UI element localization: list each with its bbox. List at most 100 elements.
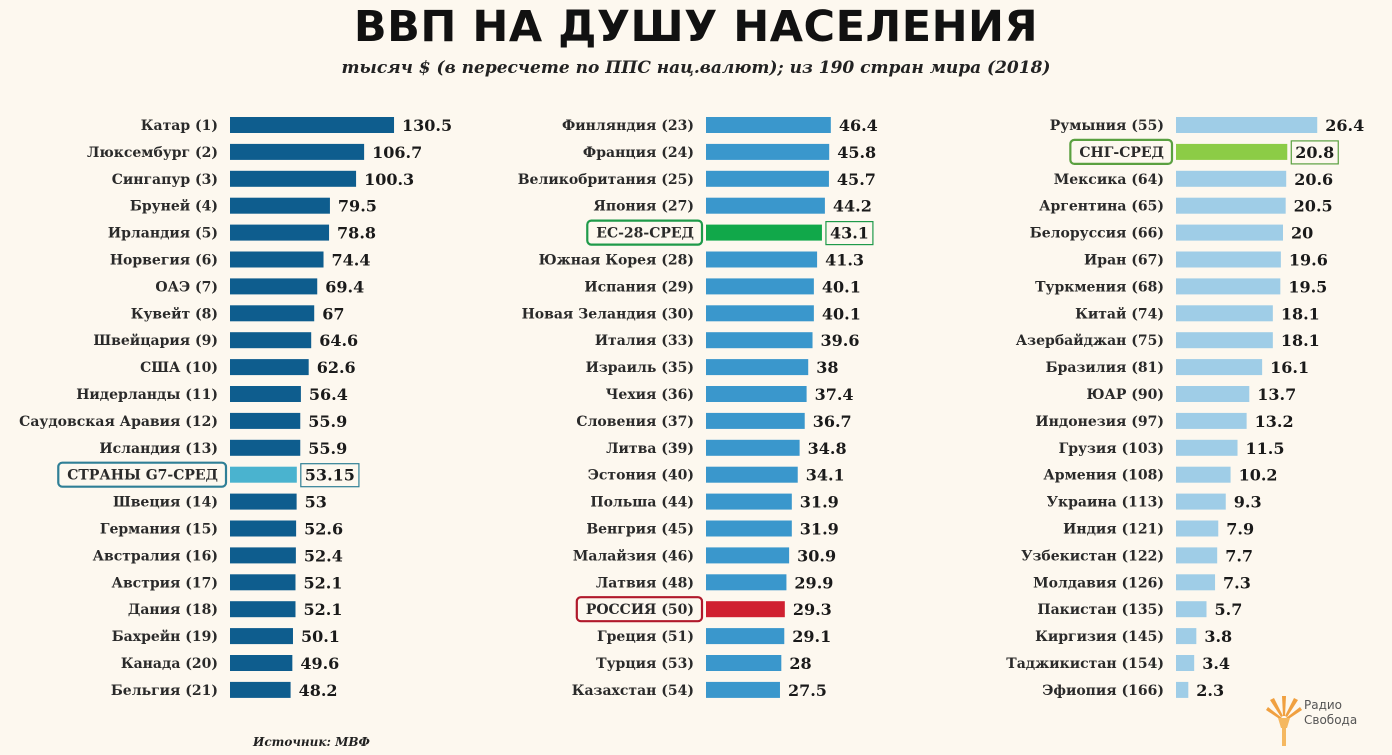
- bar: [1176, 251, 1281, 268]
- bar-label: Иран (67): [1084, 253, 1164, 269]
- value-label: 50.1: [301, 627, 340, 646]
- bar-label: Турция (53): [596, 656, 694, 672]
- highlight-value-frame: [300, 463, 360, 488]
- bar: [706, 117, 831, 133]
- value-label: 74.4: [332, 251, 371, 270]
- bar: [706, 386, 807, 402]
- bar: [230, 439, 301, 456]
- value-label: 20.8: [1295, 143, 1334, 162]
- value-label: 48.2: [299, 681, 338, 700]
- value-label: 52.1: [303, 600, 342, 619]
- bar: [1176, 493, 1226, 510]
- value-label: 31.9: [800, 520, 839, 539]
- bar-label: Литва (39): [606, 441, 694, 457]
- bar: [706, 628, 785, 645]
- bar: [230, 224, 330, 241]
- value-label: 34.1: [806, 466, 845, 485]
- bar-label: Малайзия (46): [573, 547, 694, 564]
- bar: [230, 574, 296, 591]
- bar-label: Кувейт (8): [131, 305, 218, 322]
- bar: [230, 170, 357, 187]
- value-label: 41.3: [825, 251, 864, 270]
- bar: [1176, 278, 1281, 295]
- value-label: 130.5: [402, 116, 452, 135]
- value-label: 7.7: [1225, 546, 1253, 565]
- bar-label: РОССИЯ (50): [586, 602, 694, 618]
- bar-label: Армения (108): [1043, 468, 1164, 484]
- value-label: 19.5: [1288, 277, 1327, 296]
- bar: [706, 224, 822, 241]
- value-label: 79.5: [338, 197, 377, 216]
- value-label: 3.4: [1202, 654, 1230, 673]
- logo-line-2: Свобода: [1304, 713, 1358, 727]
- value-label: 20: [1291, 224, 1313, 243]
- bar: [706, 520, 792, 537]
- bar-label: Япония (27): [593, 199, 694, 215]
- bar: [706, 439, 800, 456]
- value-label: 52.6: [304, 520, 343, 539]
- value-label: 62.6: [317, 358, 356, 377]
- value-label: 29.9: [794, 573, 833, 592]
- value-label: 43.1: [830, 224, 869, 243]
- bar-label: Словения (37): [576, 414, 694, 430]
- bar: [230, 547, 296, 564]
- value-label: 31.9: [800, 493, 839, 512]
- bar-label: Австралия (16): [93, 548, 218, 564]
- bar-label: Аргентина (65): [1039, 199, 1164, 215]
- bar: [230, 493, 297, 510]
- highlight-label-frame: [575, 596, 704, 623]
- bar: [706, 493, 792, 510]
- bar-label: Эфиопия (166): [1042, 683, 1164, 699]
- highlight-label-frame: [57, 461, 228, 488]
- bar-label: Нидерланды (11): [76, 387, 218, 403]
- bar: [706, 305, 814, 322]
- bar-label: Чехия (36): [606, 387, 694, 403]
- value-label: 45.8: [837, 143, 876, 162]
- value-label: 16.1: [1270, 358, 1309, 377]
- bar-label: Польша (44): [590, 495, 694, 511]
- value-label: 30.9: [797, 546, 836, 565]
- bar-label: Бельгия (21): [111, 683, 218, 699]
- value-label: 53: [305, 493, 327, 512]
- bar: [1176, 574, 1216, 591]
- bar: [706, 332, 813, 349]
- bar: [230, 386, 301, 402]
- bar: [230, 466, 297, 483]
- bar-label: Венгрия (45): [586, 522, 694, 538]
- bar-label: Испания (29): [584, 279, 694, 295]
- bar: [1176, 359, 1263, 376]
- bar: [1176, 305, 1273, 322]
- bar-label: Индонезия (97): [1035, 414, 1164, 430]
- value-label: 3.8: [1204, 627, 1232, 646]
- bar-label: Эстония (40): [588, 468, 694, 484]
- value-label: 55.9: [308, 412, 347, 431]
- value-label: 34.8: [808, 439, 847, 458]
- bar: [1176, 439, 1238, 456]
- bar: [230, 143, 365, 160]
- bar: [706, 359, 809, 376]
- value-label: 52.1: [303, 573, 342, 592]
- bar: [230, 251, 324, 268]
- bar-label: Украина (113): [1047, 495, 1164, 511]
- value-label: 52.4: [304, 546, 343, 565]
- bar-label: Израиль (35): [586, 360, 694, 376]
- value-label: 5.7: [1214, 600, 1242, 619]
- bar: [1176, 412, 1247, 429]
- bar-label: Швейцария (9): [93, 332, 218, 349]
- bar: [706, 170, 829, 187]
- bar: [230, 278, 318, 295]
- bar: [230, 197, 330, 214]
- value-label: 7.9: [1226, 520, 1254, 539]
- bar: [230, 117, 395, 133]
- bar: [706, 251, 818, 268]
- page-title: ВВП НА ДУШУ НАСЕЛЕНИЯ: [353, 2, 1039, 52]
- bar-label: Румыния (55): [1050, 118, 1164, 134]
- bar-label: Финляндия (23): [562, 118, 694, 134]
- bar-label: Германия (15): [100, 522, 218, 538]
- value-label: 36.7: [813, 412, 852, 431]
- value-label: 40.1: [822, 304, 861, 323]
- value-label: 20.5: [1294, 197, 1333, 216]
- bar-label: Дания (18): [128, 602, 218, 618]
- bar-label: Сингапур (3): [112, 172, 218, 188]
